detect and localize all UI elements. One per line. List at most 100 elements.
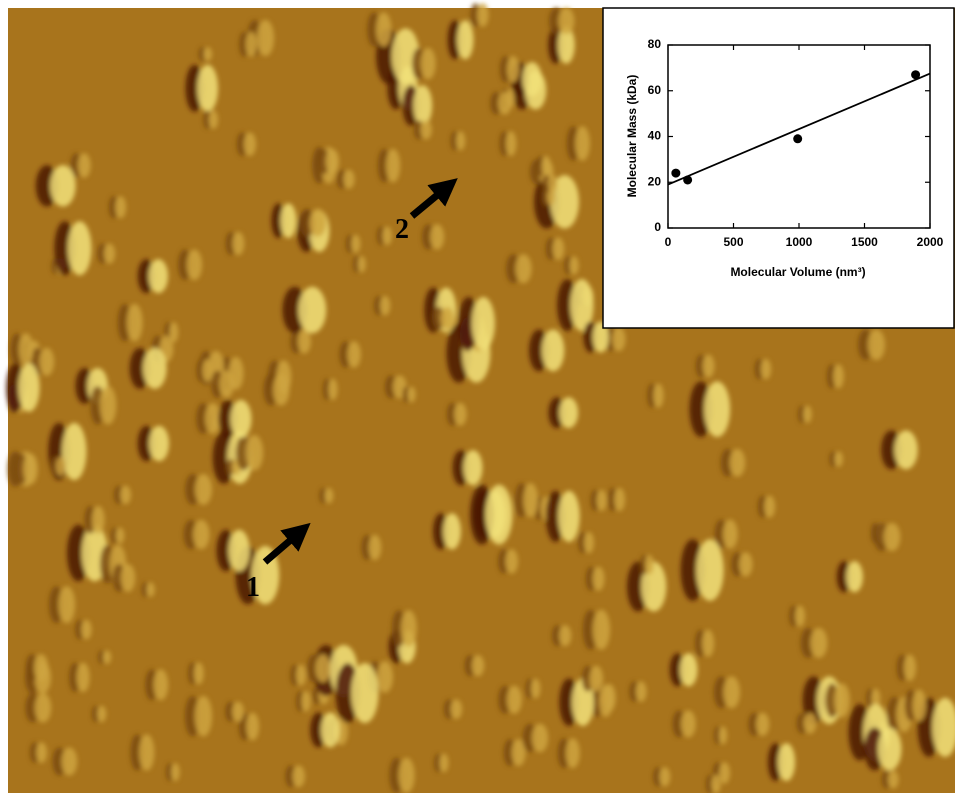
- particle-highlight: [804, 713, 817, 734]
- particle-highlight: [413, 85, 432, 126]
- particle-highlight: [704, 381, 730, 437]
- particle-highlight: [257, 20, 274, 56]
- particle-highlight: [246, 32, 257, 57]
- particle-highlight: [440, 307, 454, 330]
- particle-highlight: [833, 364, 844, 388]
- particle-highlight: [703, 355, 715, 378]
- particle-highlight: [730, 449, 746, 477]
- particle-highlight: [884, 523, 901, 551]
- particle-highlight: [39, 348, 54, 376]
- particle-highlight: [498, 92, 512, 115]
- particle-highlight: [376, 12, 392, 46]
- particle-highlight: [246, 435, 264, 471]
- particle-highlight: [273, 373, 290, 405]
- x-tick-label: 2000: [917, 235, 944, 249]
- particle-highlight: [195, 696, 212, 737]
- particle-highlight: [531, 679, 540, 699]
- particle-highlight: [195, 474, 212, 505]
- particle-highlight: [100, 386, 117, 425]
- particle-highlight: [894, 430, 917, 469]
- particle-highlight: [56, 457, 66, 476]
- particle-highlight: [398, 758, 414, 793]
- particle-highlight: [19, 333, 34, 365]
- particle-highlight: [358, 256, 366, 273]
- particle-highlight: [463, 450, 482, 485]
- particle-highlight: [548, 175, 558, 192]
- data-point: [793, 134, 802, 143]
- particle-highlight: [121, 564, 135, 592]
- particle-highlight: [23, 454, 38, 485]
- particle-highlight: [292, 765, 305, 787]
- data-point: [671, 169, 680, 178]
- particle-highlight: [507, 686, 522, 714]
- particle-highlight: [589, 666, 603, 692]
- particle-highlight: [593, 610, 610, 650]
- particle-highlight: [421, 48, 436, 80]
- particle-highlight: [296, 664, 306, 685]
- particle-highlight: [430, 224, 444, 249]
- particle-highlight: [542, 329, 565, 371]
- particle-highlight: [612, 327, 625, 351]
- particle-highlight: [596, 490, 606, 511]
- particle-highlight: [653, 384, 663, 408]
- y-tick-label: 20: [648, 174, 662, 188]
- particle-highlight: [232, 702, 244, 722]
- particle-highlight: [559, 397, 578, 428]
- particle-highlight: [209, 110, 218, 129]
- particle-highlight: [153, 669, 168, 700]
- particle-highlight: [298, 287, 326, 333]
- particle-highlight: [795, 606, 805, 627]
- particle-highlight: [120, 486, 131, 505]
- particle-highlight: [301, 691, 310, 712]
- particle-highlight: [558, 8, 574, 35]
- particle-highlight: [193, 520, 210, 550]
- particle-highlight: [328, 379, 337, 401]
- particle-highlight: [380, 296, 390, 316]
- particle-highlight: [593, 567, 605, 591]
- particle-highlight: [723, 520, 738, 549]
- particle-highlight: [139, 734, 154, 770]
- page: {"image_labels": ["1", "2"], "chart_data…: [0, 0, 955, 793]
- particle-highlight: [203, 47, 212, 61]
- particle-highlight: [559, 625, 571, 646]
- particle-highlight: [347, 341, 361, 367]
- particle-highlight: [719, 762, 730, 784]
- particle-highlight: [369, 535, 382, 560]
- y-tick-label: 80: [648, 37, 662, 51]
- particle-highlight: [171, 763, 180, 781]
- particle-highlight: [542, 156, 551, 177]
- particle-highlight: [197, 65, 218, 112]
- particle-highlight: [868, 329, 885, 360]
- particle-highlight: [18, 363, 39, 411]
- particle-highlight: [127, 304, 143, 342]
- x-tick-label: 1000: [786, 235, 813, 249]
- particle-highlight: [280, 203, 296, 238]
- particle-highlight: [81, 620, 92, 640]
- y-tick-label: 0: [654, 220, 661, 234]
- particle-highlight: [756, 713, 769, 736]
- y-axis-label: Molecular Mass (kDa): [625, 75, 639, 198]
- data-point: [683, 175, 692, 184]
- particle-highlight: [778, 743, 795, 781]
- particle-highlight: [443, 513, 461, 549]
- particle-highlight: [351, 235, 360, 253]
- particle-highlight: [34, 654, 48, 681]
- inset: [603, 8, 954, 328]
- particle-highlight: [810, 628, 827, 658]
- particle-highlight: [50, 165, 75, 206]
- particle-highlight: [614, 488, 625, 511]
- particle-highlight: [187, 249, 202, 280]
- particle-highlight: [761, 359, 772, 379]
- particle-highlight: [104, 244, 115, 264]
- particle-highlight: [407, 386, 415, 402]
- particle-highlight: [723, 676, 740, 708]
- particle-highlight: [61, 747, 77, 775]
- particle-highlight: [803, 406, 812, 423]
- particle-highlight: [456, 131, 465, 150]
- particle-highlight: [146, 582, 154, 597]
- particle-highlight: [888, 771, 899, 789]
- particle-highlight: [315, 654, 330, 682]
- particle-highlight: [878, 728, 902, 771]
- particle-highlight: [834, 683, 850, 717]
- particle-highlight: [659, 767, 670, 786]
